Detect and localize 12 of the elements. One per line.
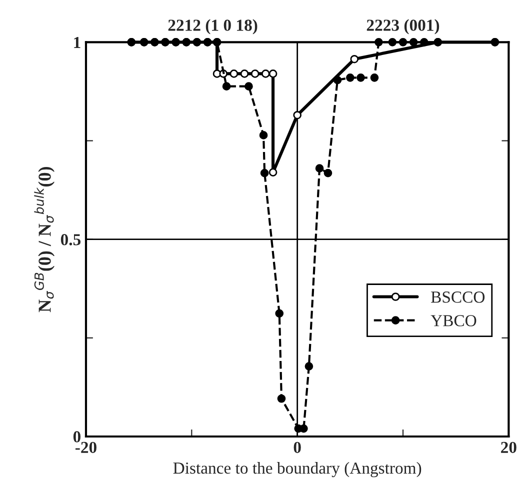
- y-tick-label: 0.5: [60, 234, 81, 246]
- y-tick-label: 1: [74, 36, 80, 48]
- text: 2212 (1 0 18): [168, 19, 258, 34]
- x-tick-label: 0: [294, 442, 301, 454]
- legend-label: BSCCO: [431, 292, 485, 303]
- x-axis-title: Distance to the boundary (Angstrom): [173, 462, 422, 478]
- x-tick-label: 20: [501, 442, 516, 454]
- y-axis-title: N$_{σ}$$^{GB}$(0) / N$_{σ}$$^{bulk}$(0): [34, 166, 55, 312]
- legend-label: YBCO: [430, 315, 476, 326]
- y-tick-label: 0: [73, 431, 80, 442]
- text: 2223 (001): [366, 19, 440, 34]
- x-tick-label: -20: [75, 442, 96, 454]
